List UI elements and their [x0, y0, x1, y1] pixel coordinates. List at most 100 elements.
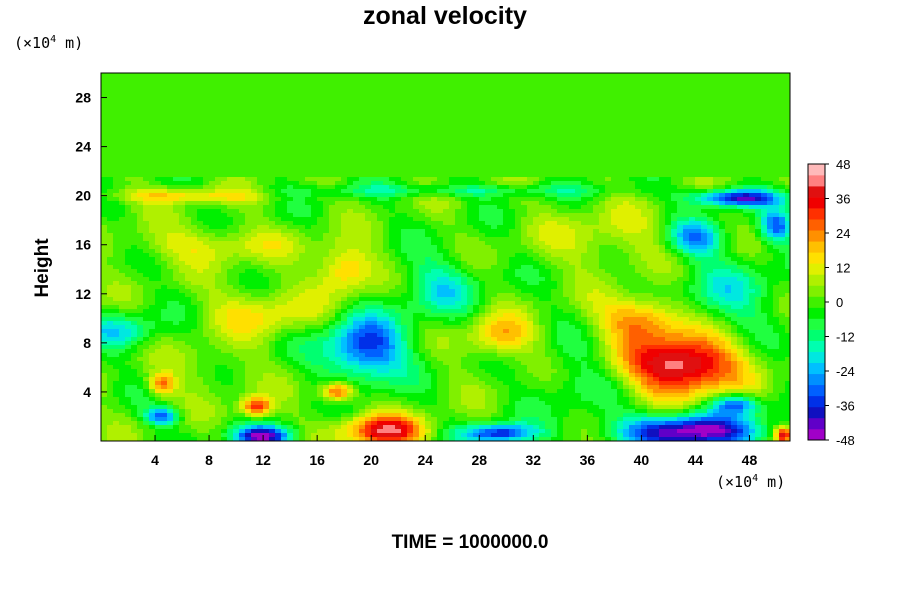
heatmap-cell: [287, 121, 294, 126]
heatmap-cell: [209, 193, 216, 198]
heatmap-cell: [563, 197, 570, 202]
heatmap-cell: [317, 217, 324, 222]
heatmap-cell: [281, 173, 288, 178]
heatmap-cell: [563, 161, 570, 166]
heatmap-cell: [335, 121, 342, 126]
heatmap-cell: [683, 233, 690, 238]
heatmap-cell: [257, 153, 264, 158]
heatmap-cell: [587, 109, 594, 114]
heatmap-cell: [545, 209, 552, 214]
heatmap-cell: [677, 201, 684, 206]
heatmap-cell: [269, 173, 276, 178]
heatmap-cell: [347, 185, 354, 190]
heatmap-cell: [563, 145, 570, 150]
heatmap-cell: [371, 185, 378, 190]
heatmap-cell: [629, 129, 636, 134]
heatmap-cell: [773, 77, 780, 82]
heatmap-cell: [449, 157, 456, 162]
heatmap-cell: [653, 145, 660, 150]
heatmap-cell: [677, 125, 684, 130]
heatmap-cell: [689, 185, 696, 190]
heatmap-cell: [383, 177, 390, 182]
heatmap-cell: [137, 205, 144, 210]
heatmap-cell: [383, 133, 390, 138]
heatmap-cell: [575, 125, 582, 130]
heatmap-cell: [197, 113, 204, 118]
heatmap-cell: [281, 137, 288, 142]
heatmap-cell: [395, 225, 402, 230]
heatmap-cell: [161, 85, 168, 90]
heatmap-cell: [167, 189, 174, 194]
heatmap-cell: [725, 149, 732, 154]
heatmap-cell: [563, 209, 570, 214]
heatmap-cell: [749, 209, 756, 214]
heatmap-cell: [359, 113, 366, 118]
heatmap-cell: [533, 149, 540, 154]
heatmap-cell: [773, 233, 780, 238]
heatmap-cell: [683, 173, 690, 178]
heatmap-cell: [371, 245, 378, 250]
heatmap-cell: [317, 185, 324, 190]
heatmap-cell: [149, 189, 156, 194]
heatmap-cell: [611, 153, 618, 158]
heatmap-cell: [233, 153, 240, 158]
heatmap-cell: [353, 189, 360, 194]
heatmap-cell: [407, 153, 414, 158]
heatmap-cell: [743, 129, 750, 134]
heatmap-cell: [263, 109, 270, 114]
heatmap-cell: [773, 117, 780, 122]
heatmap-cell: [191, 149, 198, 154]
heatmap-cell: [263, 145, 270, 150]
heatmap-cell: [611, 117, 618, 122]
heatmap-cell: [275, 205, 282, 210]
heatmap-cell: [719, 221, 726, 226]
heatmap-cell: [143, 105, 150, 110]
heatmap-cell: [359, 149, 366, 154]
heatmap-cell: [455, 173, 462, 178]
heatmap-cell: [713, 165, 720, 170]
heatmap-cell: [287, 85, 294, 90]
heatmap-cell: [311, 129, 318, 134]
heatmap-cell: [689, 77, 696, 82]
heatmap-cell: [269, 205, 276, 210]
heatmap-cell: [581, 117, 588, 122]
heatmap-cell: [773, 73, 780, 78]
heatmap-cell: [227, 137, 234, 142]
heatmap-cell: [773, 101, 780, 106]
heatmap-cell: [533, 97, 540, 102]
heatmap-cell: [683, 221, 690, 226]
heatmap-cell: [515, 129, 522, 134]
heatmap-cell: [629, 113, 636, 118]
heatmap-cell: [347, 137, 354, 142]
heatmap-cell: [743, 121, 750, 126]
heatmap-cell: [215, 81, 222, 86]
heatmap-cell: [401, 189, 408, 194]
heatmap-cell: [689, 149, 696, 154]
heatmap-cell: [431, 109, 438, 114]
heatmap-cell: [293, 81, 300, 86]
heatmap-cell: [329, 221, 336, 226]
heatmap-cell: [569, 177, 576, 182]
heatmap-cell: [521, 141, 528, 146]
heatmap-cell: [521, 117, 528, 122]
heatmap-cell: [293, 241, 300, 246]
heatmap-cell: [635, 89, 642, 94]
heatmap-cell: [527, 137, 534, 142]
heatmap-cell: [167, 205, 174, 210]
heatmap-cell: [461, 225, 468, 230]
heatmap-cell: [437, 101, 444, 106]
heatmap-cell: [677, 185, 684, 190]
heatmap-cell: [473, 205, 480, 210]
heatmap-cell: [407, 205, 414, 210]
heatmap-cell: [467, 153, 474, 158]
heatmap-cell: [245, 169, 252, 174]
heatmap-cell: [167, 149, 174, 154]
heatmap-cell: [143, 101, 150, 106]
y-axis-unit: (×104 m): [14, 34, 83, 52]
heatmap-cell: [419, 225, 426, 230]
heatmap-cell: [317, 117, 324, 122]
heatmap-cell: [659, 165, 666, 170]
heatmap-cell: [347, 209, 354, 214]
heatmap-cell: [101, 173, 108, 178]
heatmap-cell: [641, 93, 648, 98]
